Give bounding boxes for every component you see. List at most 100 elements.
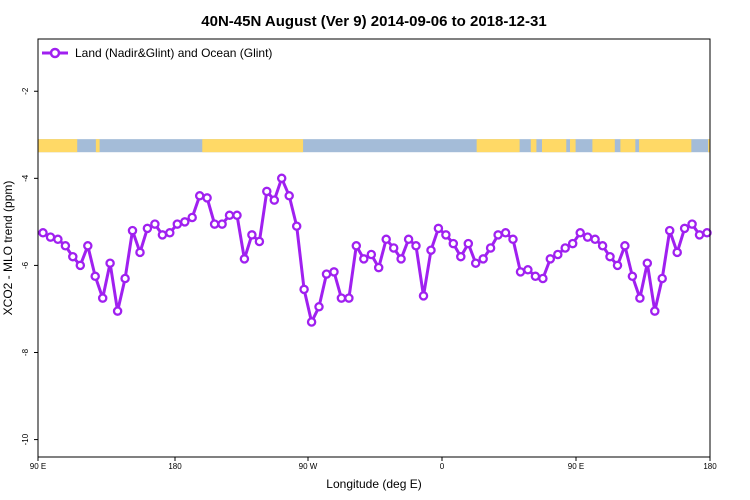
y-tick-label: -10 (21, 433, 30, 445)
y-tick-label: -4 (21, 174, 30, 182)
data-point (321, 269, 332, 279)
x-tick-label: 180 (703, 462, 717, 471)
data-point (299, 284, 309, 295)
data-point (120, 273, 130, 284)
data-point (664, 225, 675, 236)
legend-label: Land (Nadir&Glint) and Ocean (Glint) (75, 46, 272, 60)
y-tick-label: -8 (21, 348, 30, 356)
data-point (500, 228, 511, 238)
data-point (247, 230, 257, 240)
data-point (448, 238, 459, 249)
data-point (456, 251, 466, 262)
data-point (351, 241, 362, 251)
data-point (60, 241, 71, 251)
chart-title: 40N-45N August (Ver 9) 2014-09-06 to 201… (201, 13, 546, 30)
data-point (530, 271, 541, 282)
data-point (538, 273, 548, 284)
data-point (105, 258, 115, 268)
data-point (470, 258, 481, 268)
data-point (142, 223, 153, 234)
x-axis-label: Longitude (deg E) (326, 477, 421, 491)
data-point (262, 186, 272, 197)
data-point (679, 223, 690, 234)
data-point (187, 212, 197, 223)
land-strip-segment (476, 139, 520, 153)
data-point (150, 219, 160, 229)
data-point (627, 271, 638, 282)
land-strip-segment (639, 139, 692, 153)
data-point (545, 254, 556, 264)
data-point (403, 234, 414, 245)
x-axis-ticks: 90 E 180 90 W 0 90 E 180 (30, 457, 717, 471)
y-axis-ticks: -2 -4 -6 -8 -10 (21, 87, 38, 445)
data-point (45, 232, 56, 242)
land-strip-segment (592, 139, 615, 153)
surface-type-strip (38, 139, 710, 153)
land-strip-segment (620, 139, 636, 153)
data-point (485, 243, 496, 253)
data-point (515, 267, 526, 277)
data-point (366, 249, 377, 260)
data-point (441, 230, 451, 240)
data-point (269, 195, 280, 205)
y-tick-label: -6 (21, 261, 30, 269)
data-point (575, 228, 585, 238)
data-point (702, 228, 712, 238)
data-point (202, 193, 212, 203)
land-strip-segment (570, 139, 576, 153)
data-point (612, 260, 623, 271)
data-point (344, 293, 354, 303)
data-point (83, 241, 93, 251)
x-tick-label: 90 E (568, 462, 584, 471)
data-point (90, 271, 100, 282)
data-point (172, 219, 183, 229)
data-point (276, 173, 287, 184)
data-point (329, 267, 339, 277)
data-point (620, 241, 630, 251)
data-point (635, 293, 645, 303)
x-tick-label: 90 W (299, 462, 318, 471)
data-point (217, 219, 227, 229)
data-point (135, 247, 145, 258)
x-tick-label: 180 (168, 462, 182, 471)
data-point (373, 262, 384, 273)
plot-frame (37, 38, 711, 458)
plot-area (37, 38, 712, 458)
data-point (232, 210, 242, 221)
data-point (291, 221, 302, 231)
data-point (75, 260, 86, 271)
y-tick-label: -2 (21, 87, 30, 95)
x-tick-label: 90 E (30, 462, 46, 471)
y-axis-label: XCO2 - MLO trend (ppm) (1, 181, 15, 316)
plot-background (38, 39, 710, 457)
land-strip-segment (530, 139, 537, 153)
data-point (642, 258, 653, 268)
data-point (523, 265, 533, 275)
land-strip-segment (708, 139, 710, 153)
data-point (112, 306, 123, 316)
data-point (68, 251, 78, 262)
data-point (657, 273, 667, 284)
land-strip-segment (542, 139, 567, 153)
data-point (493, 230, 503, 240)
data-point (605, 251, 615, 262)
data-point (672, 247, 682, 258)
data-point (567, 238, 578, 249)
data-point (254, 236, 265, 247)
data-point (284, 191, 294, 201)
data-point (38, 228, 48, 238)
data-point (687, 219, 697, 229)
land-strip-segment (38, 139, 78, 153)
data-point (597, 241, 608, 251)
data-point (127, 225, 138, 236)
data-point (194, 191, 205, 201)
data-point (209, 219, 220, 229)
data-point (426, 245, 436, 255)
data-point (388, 243, 399, 253)
data-point (359, 254, 369, 264)
data-point (165, 228, 175, 238)
data-point (590, 234, 600, 245)
data-point (97, 293, 108, 303)
x-tick-label: 0 (440, 462, 445, 471)
